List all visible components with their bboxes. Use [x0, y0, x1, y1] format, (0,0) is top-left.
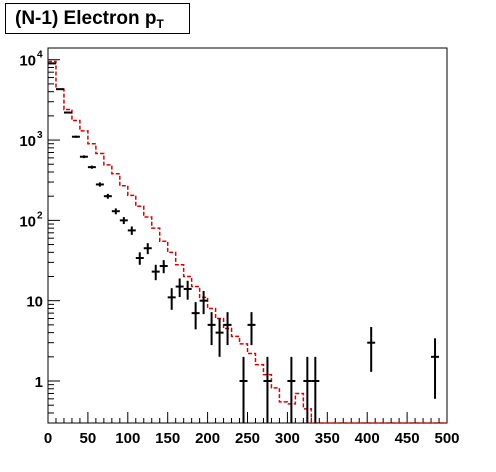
data-point — [87, 165, 96, 169]
data-point — [167, 288, 176, 310]
data-point — [311, 356, 320, 423]
y-tick-label: 10 — [19, 213, 36, 230]
data-point — [183, 280, 192, 300]
x-tick-label: 200 — [195, 430, 220, 447]
data-point — [135, 252, 144, 265]
chart-title-subscript: T — [156, 17, 164, 31]
data-point — [367, 327, 376, 372]
x-tick-label: 350 — [315, 430, 340, 447]
data-point — [55, 88, 64, 91]
x-tick-label: 250 — [235, 430, 260, 447]
data-point — [143, 243, 152, 255]
x-tick-label: 450 — [395, 430, 420, 447]
y-tick-label: 10 — [19, 133, 36, 150]
data-point — [95, 182, 104, 187]
x-tick-labels: 0 50 100 150 200 250 300 350 400 450 500 — [44, 430, 460, 447]
x-tick-label: 50 — [80, 430, 97, 447]
x-tick-label: 400 — [355, 430, 380, 447]
x-tick-label: 150 — [155, 430, 180, 447]
data-point — [159, 260, 168, 274]
x-tick-label: 0 — [44, 430, 52, 447]
data-point — [151, 264, 160, 281]
data-point — [247, 312, 256, 346]
y-tick-label: 10 — [19, 53, 36, 70]
data-point — [63, 111, 72, 114]
data-point — [207, 312, 216, 346]
chart-title-text: (N-1) Electron p — [15, 8, 157, 29]
data-point — [303, 356, 312, 423]
chart-title: (N-1) Electron pT — [5, 3, 190, 34]
y-tick-exponent: 3 — [37, 130, 43, 141]
plot-frame — [47, 47, 448, 424]
data-point — [111, 208, 120, 215]
data-point — [431, 338, 440, 399]
data-errorbar-series — [48, 62, 440, 423]
y-tick-label: 10 — [26, 294, 43, 311]
axis-ticks — [47, 59, 448, 424]
data-point — [79, 155, 88, 159]
data-point — [175, 278, 184, 298]
x-tick-label: 500 — [434, 430, 459, 447]
data-point — [127, 226, 136, 235]
data-point — [215, 318, 224, 357]
data-point — [263, 356, 272, 423]
data-point — [239, 356, 248, 423]
x-tick-label: 100 — [115, 430, 140, 447]
x-tick-label: 300 — [275, 430, 300, 447]
data-point — [119, 217, 128, 225]
data-point — [199, 291, 208, 315]
data-point — [48, 62, 56, 65]
y-tick-exponent: 4 — [37, 50, 43, 61]
mc-step-line — [48, 60, 447, 424]
y-tick-exponent: 2 — [37, 210, 43, 221]
y-tick-label: 1 — [35, 374, 43, 391]
data-point — [103, 193, 112, 199]
data-point — [71, 135, 80, 138]
data-point — [287, 356, 296, 423]
data-point — [223, 312, 232, 346]
data-point — [191, 302, 200, 330]
mc-step-series — [48, 60, 447, 424]
